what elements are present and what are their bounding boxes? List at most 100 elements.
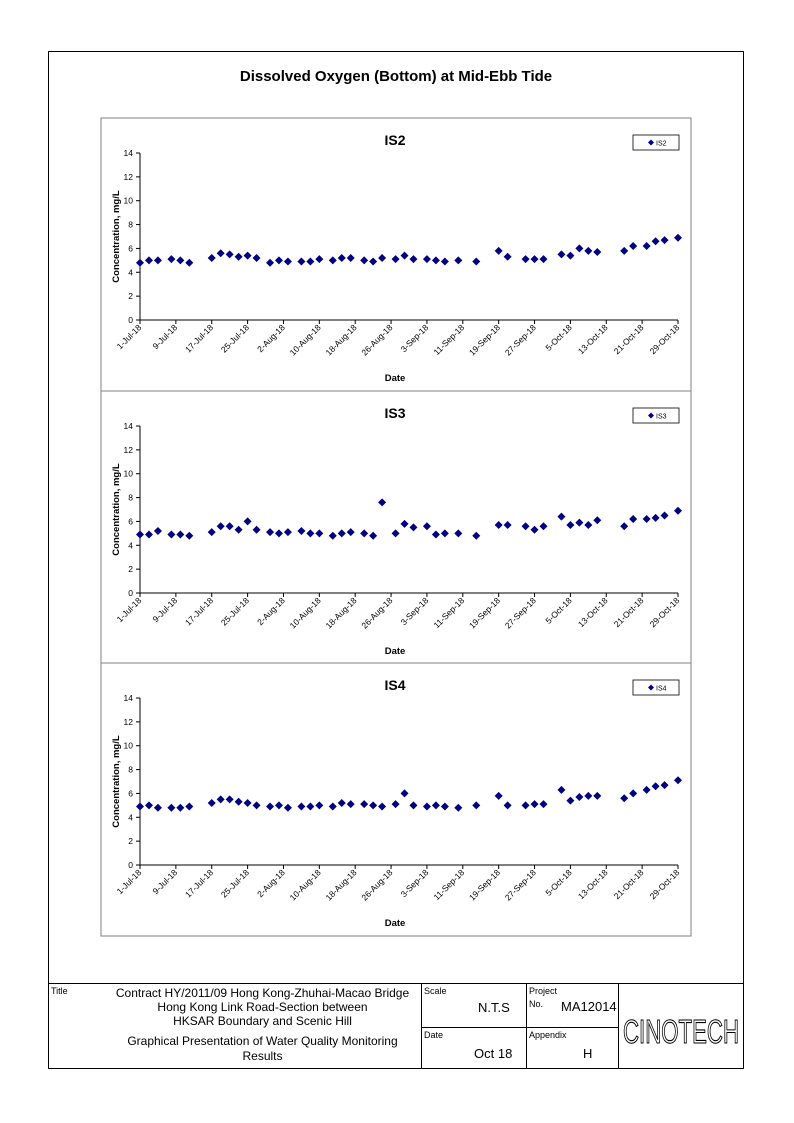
data-point — [337, 529, 346, 538]
data-point — [391, 800, 400, 809]
x-tick-label: 9-Jul-18 — [150, 867, 179, 896]
data-point — [337, 798, 346, 807]
data-point — [557, 512, 566, 521]
data-point — [566, 251, 575, 260]
data-point — [521, 522, 530, 531]
x-tick-label: 29-Oct-18 — [648, 322, 682, 356]
data-point — [297, 802, 306, 811]
data-point — [243, 517, 252, 526]
chart-title: IS3 — [384, 405, 405, 421]
data-point — [328, 531, 337, 540]
y-tick-label: 0 — [128, 860, 133, 870]
data-point — [378, 498, 387, 507]
data-point — [530, 800, 539, 809]
y-tick-label: 4 — [128, 812, 133, 822]
data-point — [431, 256, 440, 265]
data-point — [422, 802, 431, 811]
legend-box — [632, 679, 680, 696]
data-point — [629, 789, 638, 798]
data-point — [440, 257, 449, 266]
data-point — [225, 250, 234, 259]
x-tick-label: 18-Aug-18 — [323, 867, 358, 902]
y-tick-label: 10 — [124, 469, 134, 479]
data-point — [593, 516, 602, 525]
legend-marker — [648, 139, 654, 146]
project-label: Project — [529, 986, 558, 996]
subtitle-line-2: Results — [242, 1049, 283, 1063]
data-point — [225, 522, 234, 531]
project-no: MA12014 — [561, 999, 617, 1014]
scale-value: N.T.S — [478, 1000, 510, 1015]
y-tick-label: 12 — [124, 445, 134, 455]
data-point — [539, 255, 548, 264]
data-point — [472, 257, 481, 266]
page-title: Dissolved Oxygen (Bottom) at Mid-Ebb Tid… — [239, 68, 553, 85]
legend: IS4 — [632, 679, 680, 696]
data-point — [566, 796, 575, 805]
data-point — [400, 789, 409, 798]
y-tick-label: 0 — [128, 315, 133, 325]
x-tick-label: 11-Sep-18 — [432, 595, 467, 630]
data-point — [660, 511, 669, 520]
data-point — [266, 802, 275, 811]
data-point — [521, 801, 530, 810]
x-tick-label: 17-Jul-18 — [183, 595, 215, 627]
data-point — [234, 252, 243, 261]
data-point — [216, 249, 225, 258]
legend-marker — [648, 684, 654, 691]
data-point — [660, 236, 669, 245]
data-point — [234, 525, 243, 534]
data-point — [642, 515, 651, 524]
data-point — [346, 800, 355, 809]
data-point — [369, 801, 378, 810]
data-point — [521, 255, 530, 264]
data-point — [243, 251, 252, 260]
data-point — [651, 237, 660, 246]
data-point — [584, 246, 593, 255]
data-point — [144, 801, 153, 810]
data-point — [185, 531, 194, 540]
x-tick-label: 26-Aug-18 — [359, 322, 394, 357]
data-point — [234, 797, 243, 806]
x-tick-label: 13-Oct-18 — [576, 322, 610, 356]
x-tick-label: 26-Aug-18 — [359, 595, 394, 630]
x-tick-label: 10-Aug-18 — [288, 595, 323, 630]
legend-label: IS3 — [656, 414, 667, 421]
data-point — [274, 801, 283, 810]
y-tick-label: 0 — [128, 588, 133, 598]
y-tick-label: 14 — [124, 148, 134, 158]
data-point — [422, 255, 431, 264]
data-point — [252, 253, 261, 262]
legend-label: IS4 — [656, 686, 667, 693]
data-point — [409, 523, 418, 532]
y-tick-label: 4 — [128, 267, 133, 277]
data-point — [503, 252, 512, 261]
y-tick-label: 8 — [128, 220, 133, 230]
x-tick-label: 25-Jul-18 — [219, 595, 251, 627]
data-point — [557, 250, 566, 259]
data-point — [225, 795, 234, 804]
data-point — [207, 253, 216, 262]
y-tick-label: 14 — [124, 421, 134, 431]
data-point — [176, 803, 185, 812]
data-point — [593, 791, 602, 800]
data-point — [674, 776, 682, 785]
data-point — [167, 803, 176, 812]
x-tick-label: 2-Aug-18 — [255, 867, 287, 899]
cinotech-logo: CINOTECH — [622, 1012, 739, 1050]
data-point — [651, 513, 660, 522]
chart-title: IS4 — [384, 677, 405, 693]
data-point — [153, 256, 162, 265]
y-tick-label: 14 — [124, 693, 134, 703]
data-point — [431, 801, 440, 810]
data-point — [400, 519, 409, 528]
x-tick-label: 3-Sep-18 — [399, 595, 431, 627]
data-point — [566, 521, 575, 530]
y-tick-label: 6 — [128, 788, 133, 798]
project-no-label: No. — [529, 999, 544, 1009]
legend-label: IS2 — [656, 141, 667, 148]
data-point — [153, 526, 162, 535]
x-tick-label: 29-Oct-18 — [648, 867, 682, 901]
x-tick-label: 3-Sep-18 — [399, 322, 431, 354]
